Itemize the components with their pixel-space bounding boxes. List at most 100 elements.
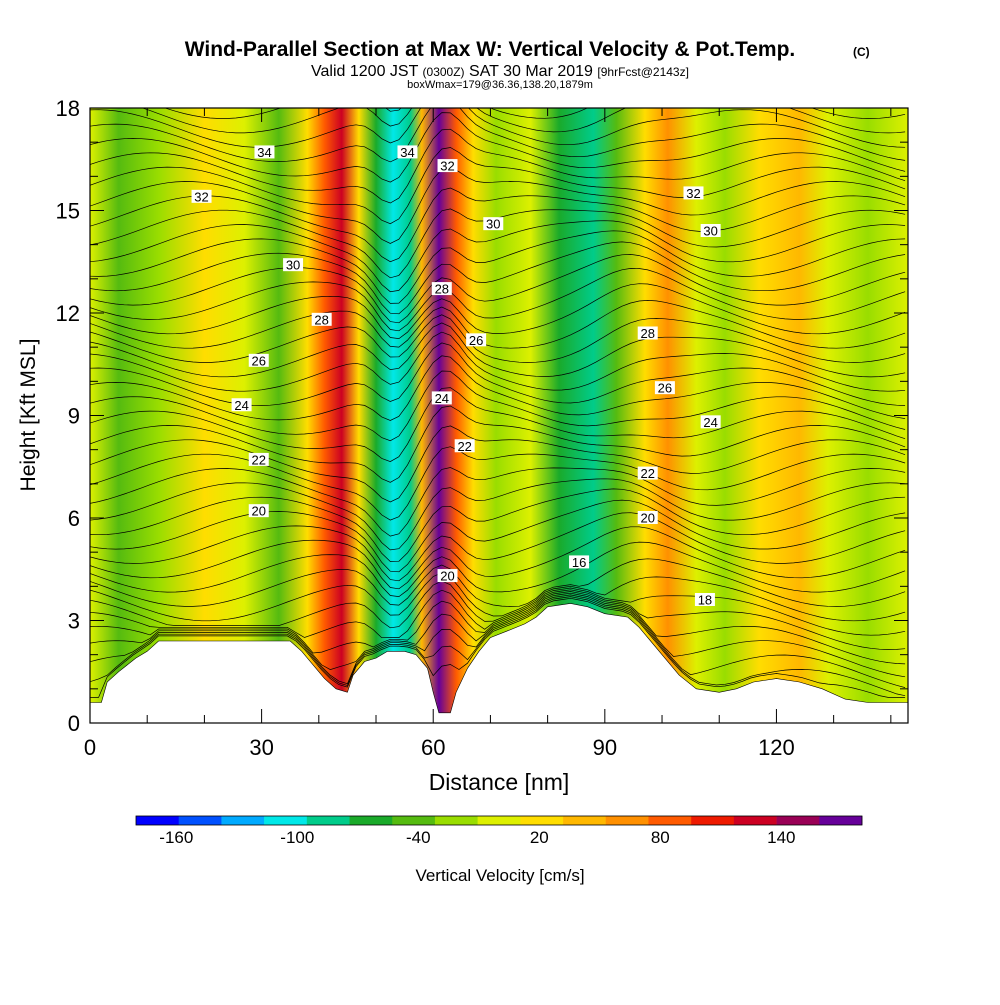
y-tick-label: 3 <box>68 609 80 634</box>
isentrope-line <box>90 241 906 315</box>
contour-label-box <box>700 224 721 237</box>
colorbar-tick-label: -100 <box>280 828 314 847</box>
contour-label-box <box>694 593 715 606</box>
isentrope-line <box>90 446 906 521</box>
contour-label: 20 <box>252 504 266 519</box>
contour-label-box <box>569 555 590 569</box>
x-tick-label: 90 <box>593 735 617 760</box>
y-axis-label: Height [Kft MSL] <box>17 339 40 492</box>
contour-label: 16 <box>572 555 586 570</box>
isentrope-line <box>90 591 906 665</box>
contour-label: 30 <box>486 217 500 232</box>
y-tick-label: 0 <box>68 711 80 736</box>
x-tick-label: 120 <box>758 735 795 760</box>
isentrope-line <box>90 580 906 636</box>
isentrope-line <box>90 187 906 263</box>
isentrope-line <box>90 541 906 597</box>
y-tick-label: 6 <box>68 506 80 531</box>
isentrope-line <box>90 572 906 622</box>
isentrope-line <box>90 91 905 104</box>
colorbar-tick-label: 20 <box>530 828 549 847</box>
contour-label-box <box>254 145 275 159</box>
colorbar-tick-label: 140 <box>767 828 795 847</box>
colorbar-segment <box>520 816 564 825</box>
contour-label-box <box>191 189 212 203</box>
colorbar-frame <box>135 815 863 826</box>
contour-label: 18 <box>698 593 712 608</box>
isentrope-line <box>90 230 906 304</box>
y-tick-label: 9 <box>68 404 80 429</box>
x-tick-label: 60 <box>421 735 445 760</box>
contour-label-box <box>654 381 675 395</box>
isentrope-line <box>90 268 906 332</box>
colorbar-tick-label: -160 <box>159 828 193 847</box>
isentrope-line <box>90 314 906 363</box>
isentrope-line <box>90 387 906 462</box>
isentrope-line <box>90 342 906 406</box>
isentrope-line <box>90 166 906 244</box>
colorbar-segment <box>136 816 180 825</box>
contour-label-box <box>437 569 458 583</box>
contour-label: 26 <box>658 381 672 396</box>
contour-label-box <box>637 466 658 480</box>
contour-label-box <box>248 452 269 466</box>
contour-label: 24 <box>703 415 717 430</box>
isentrope-line <box>90 331 906 392</box>
box-max-info: boxWmax=179@36.36,138.20,1879m <box>407 79 593 91</box>
colorbar-tick-label: 80 <box>651 828 670 847</box>
contour-label-box <box>700 415 721 429</box>
isentrope-line <box>90 499 906 573</box>
isentrope-line <box>90 147 906 225</box>
contour-label: 34 <box>400 145 414 160</box>
contour-label-box <box>466 333 487 347</box>
isentrope-line <box>90 596 906 697</box>
isentrope-line <box>90 597 906 698</box>
isentrope-line <box>90 467 906 537</box>
colorbar-segment <box>819 816 863 825</box>
colorbar-label: Vertical Velocity [cm/s] <box>415 866 584 885</box>
y-tick-label: 15 <box>56 199 80 224</box>
contour-label-box <box>483 217 504 231</box>
colorbar-segment <box>648 816 692 825</box>
contour-label: 32 <box>440 159 454 174</box>
contour-label-box <box>311 312 332 326</box>
colorbar-segment <box>691 816 735 825</box>
terrain <box>90 603 908 723</box>
contour-label-box <box>431 391 452 405</box>
colorbar-segment <box>264 816 308 825</box>
colorbar-segment <box>563 816 607 825</box>
isentrope-line <box>90 405 906 483</box>
isentrope-line <box>90 589 906 650</box>
contour-label-box <box>683 186 704 200</box>
isentrope-line <box>90 526 906 590</box>
colorbar-segment <box>306 816 350 825</box>
contour-label: 28 <box>640 326 654 341</box>
x-tick-label: 30 <box>249 735 273 760</box>
contour-label: 22 <box>457 439 471 454</box>
contour-label-box <box>431 282 452 296</box>
isentrope-line <box>90 478 906 551</box>
contour-label: 24 <box>435 391 449 406</box>
isentrope-line <box>90 108 906 148</box>
colorbar-segment <box>221 816 265 825</box>
isentrope-line <box>90 108 906 163</box>
valid-time: Valid 1200 JST (0300Z) SAT 30 Mar 2019 [… <box>311 63 689 80</box>
isentrope-line <box>90 300 906 349</box>
contour-label-box <box>248 353 269 367</box>
isentrope-line <box>164 108 906 119</box>
plot-area: 34 34 32 32 32 30 30 30 28 28 28 26 26 26 24 24 24 22 22 22… <box>90 91 908 723</box>
contour-labels: 34 34 32 32 32 30 30 30 28 28 28 26 26 26 24 24 24 22 22 22… <box>191 145 721 608</box>
contour-label: 28 <box>435 282 449 297</box>
colorbar-segment <box>733 816 777 825</box>
contour-label-box <box>637 326 658 340</box>
colorbar-segment <box>178 816 222 825</box>
contour-label-box <box>397 145 418 159</box>
contour-label: 30 <box>286 258 300 273</box>
x-axis: 0 30 60 90 120 <box>84 108 892 760</box>
colorbar-segment <box>349 816 393 825</box>
contour-label-box <box>283 258 304 272</box>
isentrope-line <box>90 220 906 293</box>
isentrope-line <box>90 425 906 503</box>
isentrope-line <box>90 592 906 678</box>
isentrope-line <box>90 370 906 442</box>
